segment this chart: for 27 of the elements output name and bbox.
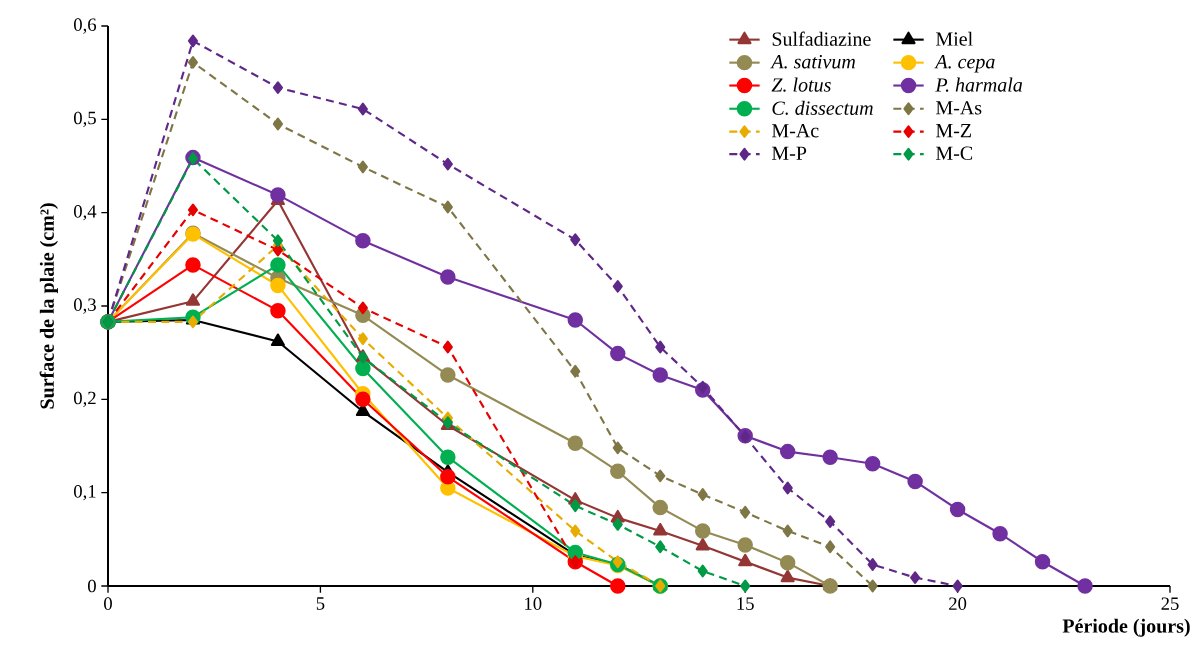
- y-tick-label: 0,6: [74, 18, 97, 34]
- legend-label: M-As: [936, 101, 982, 115]
- y-axis-title: Surface de la plaie (cm²): [39, 203, 58, 409]
- y-tick-label: 0: [88, 579, 96, 593]
- x-tick-label: 10: [525, 597, 542, 610]
- x-tick-label: 0: [104, 597, 112, 610]
- y-tick-label: 0,5: [74, 111, 96, 127]
- legend-label: M-C: [936, 146, 973, 160]
- legend-label: Sulfadiazine: [772, 31, 871, 46]
- legend-label: A. cepa: [934, 55, 995, 73]
- legend-label: M-P: [771, 146, 807, 160]
- x-tick-label: 15: [737, 597, 754, 610]
- y-tick-label: 0,3: [74, 298, 96, 314]
- y-tick-label: 0,2: [74, 391, 96, 407]
- x-tick-label: 5: [316, 597, 325, 610]
- y-tick-label: 0,4: [74, 205, 97, 221]
- legend-label: M-Ac: [771, 124, 819, 138]
- legend-label: Z. lotus: [771, 77, 831, 92]
- x-axis-title: Période (jours): [1062, 618, 1190, 637]
- legend-label: M-Z: [936, 124, 971, 138]
- legend-label: P. harmala: [935, 77, 1023, 92]
- legend-label: A. sativum: [770, 55, 855, 69]
- x-tick-label: 20: [949, 597, 967, 610]
- legend-label: C. dissectum: [772, 100, 873, 115]
- y-tick-label: 0,1: [74, 485, 96, 501]
- x-tick-label: 25: [1161, 597, 1179, 610]
- legend-label: Miel: [936, 31, 973, 46]
